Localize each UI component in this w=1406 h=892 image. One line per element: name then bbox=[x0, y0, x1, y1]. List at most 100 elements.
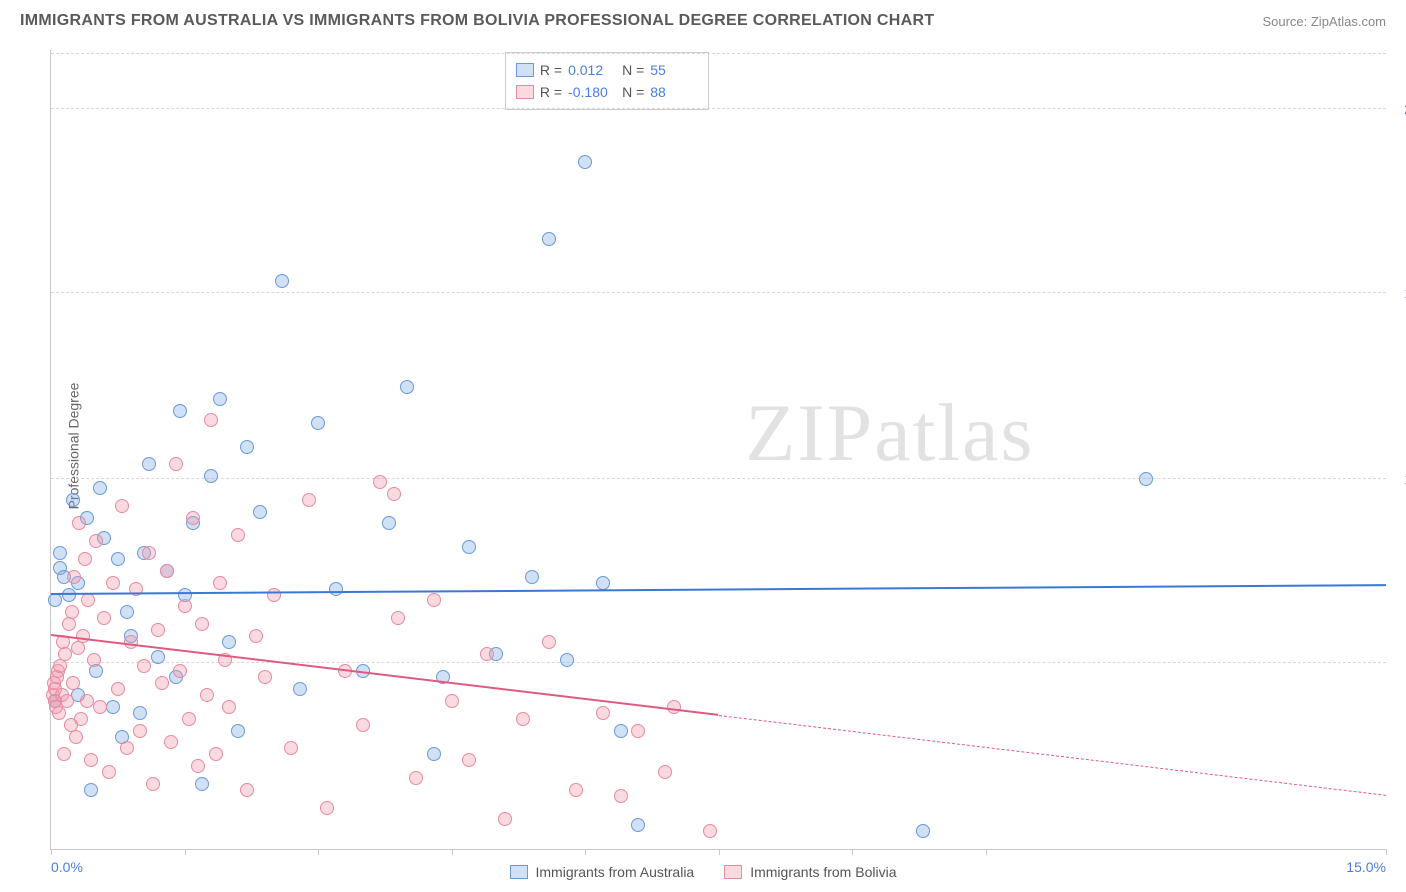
data-point bbox=[222, 635, 236, 649]
chart-plot-area: ZIPatlas R = 0.012 N = 55 R = -0.180 N =… bbox=[50, 50, 1386, 850]
data-point bbox=[311, 416, 325, 430]
data-point bbox=[667, 700, 681, 714]
data-point bbox=[231, 528, 245, 542]
data-point bbox=[65, 605, 79, 619]
data-point bbox=[569, 783, 583, 797]
data-point bbox=[133, 706, 147, 720]
data-point bbox=[186, 511, 200, 525]
data-point bbox=[62, 617, 76, 631]
data-point bbox=[76, 629, 90, 643]
data-point bbox=[97, 611, 111, 625]
data-point bbox=[142, 457, 156, 471]
data-point bbox=[89, 664, 103, 678]
data-point bbox=[200, 688, 214, 702]
data-point bbox=[146, 777, 160, 791]
x-tick bbox=[51, 849, 52, 855]
data-point bbox=[373, 475, 387, 489]
data-point bbox=[560, 653, 574, 667]
swatch-icon bbox=[510, 865, 528, 879]
data-point bbox=[106, 576, 120, 590]
x-tick bbox=[719, 849, 720, 855]
data-point bbox=[204, 469, 218, 483]
data-point bbox=[115, 499, 129, 513]
data-point bbox=[93, 481, 107, 495]
data-point bbox=[53, 546, 67, 560]
trend-line bbox=[51, 584, 1386, 595]
gridline bbox=[51, 53, 1386, 54]
data-point bbox=[84, 783, 98, 797]
data-point bbox=[542, 232, 556, 246]
data-point bbox=[87, 653, 101, 667]
x-tick bbox=[1386, 849, 1387, 855]
data-point bbox=[60, 694, 74, 708]
data-point bbox=[542, 635, 556, 649]
data-point bbox=[222, 700, 236, 714]
n-label: N = bbox=[622, 84, 644, 100]
data-point bbox=[191, 759, 205, 773]
data-point bbox=[195, 617, 209, 631]
watermark-text: ZIPatlas bbox=[745, 386, 1034, 480]
data-point bbox=[445, 694, 459, 708]
r-label: R = bbox=[540, 62, 562, 78]
data-point bbox=[120, 605, 134, 619]
x-tick bbox=[452, 849, 453, 855]
data-point bbox=[106, 700, 120, 714]
data-point bbox=[631, 818, 645, 832]
data-point bbox=[164, 735, 178, 749]
data-point bbox=[240, 783, 254, 797]
x-tick bbox=[585, 849, 586, 855]
legend-row-series-a: R = 0.012 N = 55 bbox=[516, 59, 698, 81]
data-point bbox=[382, 516, 396, 530]
data-point bbox=[302, 493, 316, 507]
legend-label: Immigrants from Australia bbox=[536, 864, 695, 880]
data-point bbox=[703, 824, 717, 838]
data-point bbox=[93, 700, 107, 714]
data-point bbox=[67, 570, 81, 584]
data-point bbox=[525, 570, 539, 584]
data-point bbox=[498, 812, 512, 826]
data-point bbox=[480, 647, 494, 661]
data-point bbox=[329, 582, 343, 596]
data-point bbox=[267, 588, 281, 602]
data-point bbox=[195, 777, 209, 791]
data-point bbox=[69, 730, 83, 744]
data-point bbox=[66, 676, 80, 690]
data-point bbox=[81, 593, 95, 607]
data-point bbox=[409, 771, 423, 785]
data-point bbox=[427, 747, 441, 761]
x-tick bbox=[185, 849, 186, 855]
chart-title: IMMIGRANTS FROM AUSTRALIA VS IMMIGRANTS … bbox=[20, 12, 934, 30]
data-point bbox=[462, 753, 476, 767]
data-point bbox=[204, 413, 218, 427]
data-point bbox=[391, 611, 405, 625]
data-point bbox=[111, 682, 125, 696]
stats-legend: R = 0.012 N = 55 R = -0.180 N = 88 bbox=[505, 52, 709, 110]
x-tick bbox=[852, 849, 853, 855]
data-point bbox=[72, 516, 86, 530]
data-point bbox=[916, 824, 930, 838]
swatch-icon bbox=[516, 63, 534, 77]
data-point bbox=[596, 576, 610, 590]
data-point bbox=[74, 712, 88, 726]
source-label: Source: ZipAtlas.com bbox=[1262, 14, 1386, 29]
data-point bbox=[658, 765, 672, 779]
data-point bbox=[213, 392, 227, 406]
gridline bbox=[51, 478, 1386, 479]
x-tick bbox=[318, 849, 319, 855]
data-point bbox=[160, 564, 174, 578]
data-point bbox=[231, 724, 245, 738]
trend-line bbox=[51, 634, 719, 716]
data-point bbox=[387, 487, 401, 501]
n-value: 88 bbox=[650, 84, 698, 100]
n-value: 55 bbox=[650, 62, 698, 78]
data-point bbox=[249, 629, 263, 643]
legend-row-series-b: R = -0.180 N = 88 bbox=[516, 81, 698, 103]
data-point bbox=[124, 635, 138, 649]
data-point bbox=[120, 741, 134, 755]
data-point bbox=[275, 274, 289, 288]
data-point bbox=[111, 552, 125, 566]
data-point bbox=[57, 747, 71, 761]
data-point bbox=[133, 724, 147, 738]
legend-item-australia: Immigrants from Australia bbox=[510, 864, 695, 880]
data-point bbox=[253, 505, 267, 519]
